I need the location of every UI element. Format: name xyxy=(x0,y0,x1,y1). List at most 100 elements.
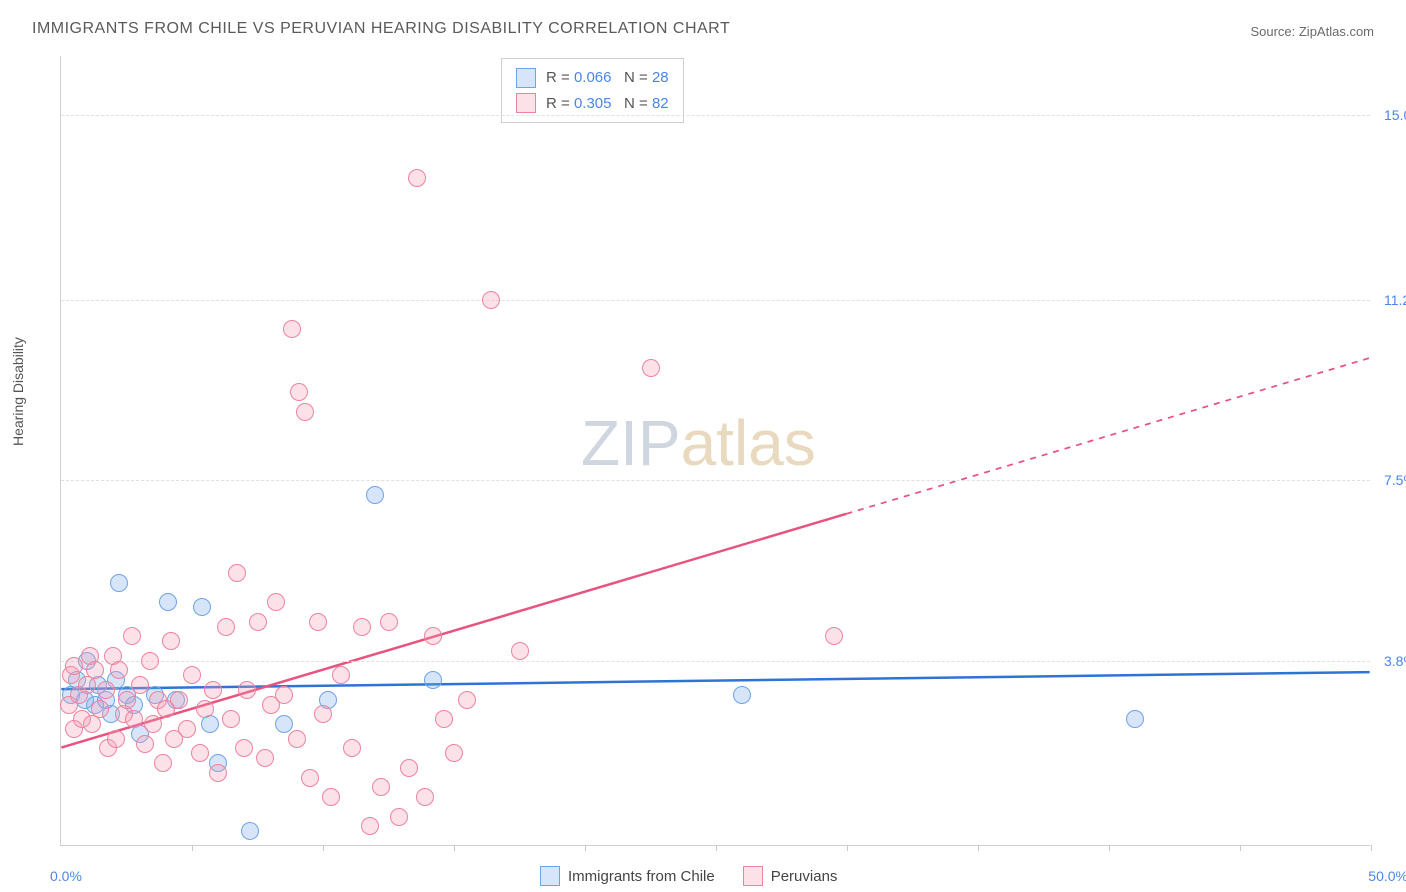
scatter-point xyxy=(256,749,274,767)
legend-label: Peruvians xyxy=(771,868,838,885)
plot-area: ZIPatlas R = 0.066 N = 28R = 0.305 N = 8… xyxy=(60,56,1370,846)
scatter-point xyxy=(1126,710,1144,728)
x-tick xyxy=(847,845,848,851)
watermark-part2: atlas xyxy=(681,407,816,479)
regression-lines-layer xyxy=(61,56,1370,845)
scatter-point xyxy=(183,666,201,684)
scatter-point xyxy=(222,710,240,728)
scatter-point xyxy=(118,691,136,709)
scatter-point xyxy=(314,705,332,723)
legend-swatch xyxy=(743,866,763,886)
scatter-point xyxy=(343,739,361,757)
regression-line-extrapolated xyxy=(846,358,1369,514)
scatter-point xyxy=(482,291,500,309)
scatter-point xyxy=(86,661,104,679)
scatter-point xyxy=(275,686,293,704)
x-axis-start-label: 0.0% xyxy=(50,868,82,884)
scatter-point xyxy=(196,700,214,718)
x-tick xyxy=(585,845,586,851)
scatter-point xyxy=(733,686,751,704)
scatter-point xyxy=(380,613,398,631)
scatter-point xyxy=(228,564,246,582)
legend-stats-text: R = 0.066 N = 28 xyxy=(546,65,669,91)
scatter-point xyxy=(267,593,285,611)
scatter-point xyxy=(235,739,253,757)
scatter-point xyxy=(642,359,660,377)
scatter-point xyxy=(435,710,453,728)
gridline xyxy=(61,480,1370,481)
scatter-point xyxy=(825,627,843,645)
legend-stats-row: R = 0.066 N = 28 xyxy=(516,65,669,91)
scatter-point xyxy=(141,652,159,670)
legend-stats-row: R = 0.305 N = 82 xyxy=(516,91,669,117)
x-tick xyxy=(1240,845,1241,851)
scatter-point xyxy=(162,632,180,650)
legend-bottom: Immigrants from Chile Peruvians xyxy=(540,866,837,886)
y-tick-label: 15.0% xyxy=(1376,107,1406,123)
scatter-point xyxy=(322,788,340,806)
scatter-point xyxy=(144,715,162,733)
scatter-point xyxy=(372,778,390,796)
scatter-point xyxy=(400,759,418,777)
legend-swatch xyxy=(516,93,536,113)
scatter-point xyxy=(283,320,301,338)
legend-item: Immigrants from Chile xyxy=(540,866,715,886)
scatter-point xyxy=(191,744,209,762)
scatter-point xyxy=(275,715,293,733)
scatter-point xyxy=(65,657,83,675)
scatter-point xyxy=(209,764,227,782)
scatter-point xyxy=(296,403,314,421)
scatter-point xyxy=(458,691,476,709)
regression-line xyxy=(61,514,846,748)
scatter-point xyxy=(107,730,125,748)
legend-stats-text: R = 0.305 N = 82 xyxy=(546,91,669,117)
scatter-point xyxy=(301,769,319,787)
x-tick xyxy=(1371,845,1372,851)
x-tick xyxy=(978,845,979,851)
scatter-point xyxy=(97,681,115,699)
scatter-point xyxy=(91,700,109,718)
scatter-point xyxy=(332,666,350,684)
chart-title: IMMIGRANTS FROM CHILE VS PERUVIAN HEARIN… xyxy=(32,20,730,38)
scatter-point xyxy=(241,822,259,840)
x-tick xyxy=(192,845,193,851)
x-tick xyxy=(1109,845,1110,851)
scatter-point xyxy=(178,720,196,738)
scatter-point xyxy=(416,788,434,806)
scatter-point xyxy=(290,383,308,401)
x-tick xyxy=(454,845,455,851)
scatter-point xyxy=(123,627,141,645)
x-axis-end-label: 50.0% xyxy=(1368,868,1406,884)
x-tick xyxy=(716,845,717,851)
legend-stats: R = 0.066 N = 28R = 0.305 N = 82 xyxy=(501,58,684,123)
scatter-point xyxy=(131,676,149,694)
y-tick-label: 11.2% xyxy=(1376,292,1406,308)
scatter-point xyxy=(361,817,379,835)
scatter-point xyxy=(238,681,256,699)
scatter-point xyxy=(511,642,529,660)
scatter-point xyxy=(309,613,327,631)
scatter-point xyxy=(217,618,235,636)
scatter-point xyxy=(424,627,442,645)
legend-label: Immigrants from Chile xyxy=(568,868,715,885)
scatter-point xyxy=(408,169,426,187)
watermark-part1: ZIP xyxy=(581,407,681,479)
y-tick-label: 3.8% xyxy=(1376,653,1406,669)
scatter-point xyxy=(390,808,408,826)
scatter-point xyxy=(193,598,211,616)
scatter-point xyxy=(110,574,128,592)
scatter-point xyxy=(353,618,371,636)
scatter-point xyxy=(366,486,384,504)
source-label: Source: ZipAtlas.com xyxy=(1250,24,1374,39)
scatter-point xyxy=(424,671,442,689)
y-axis-label: Hearing Disability xyxy=(10,337,26,446)
gridline xyxy=(61,661,1370,662)
x-tick xyxy=(323,845,324,851)
legend-item: Peruvians xyxy=(743,866,838,886)
scatter-point xyxy=(288,730,306,748)
y-tick-label: 7.5% xyxy=(1376,472,1406,488)
scatter-point xyxy=(170,691,188,709)
legend-swatch xyxy=(540,866,560,886)
legend-swatch xyxy=(516,68,536,88)
scatter-point xyxy=(159,593,177,611)
